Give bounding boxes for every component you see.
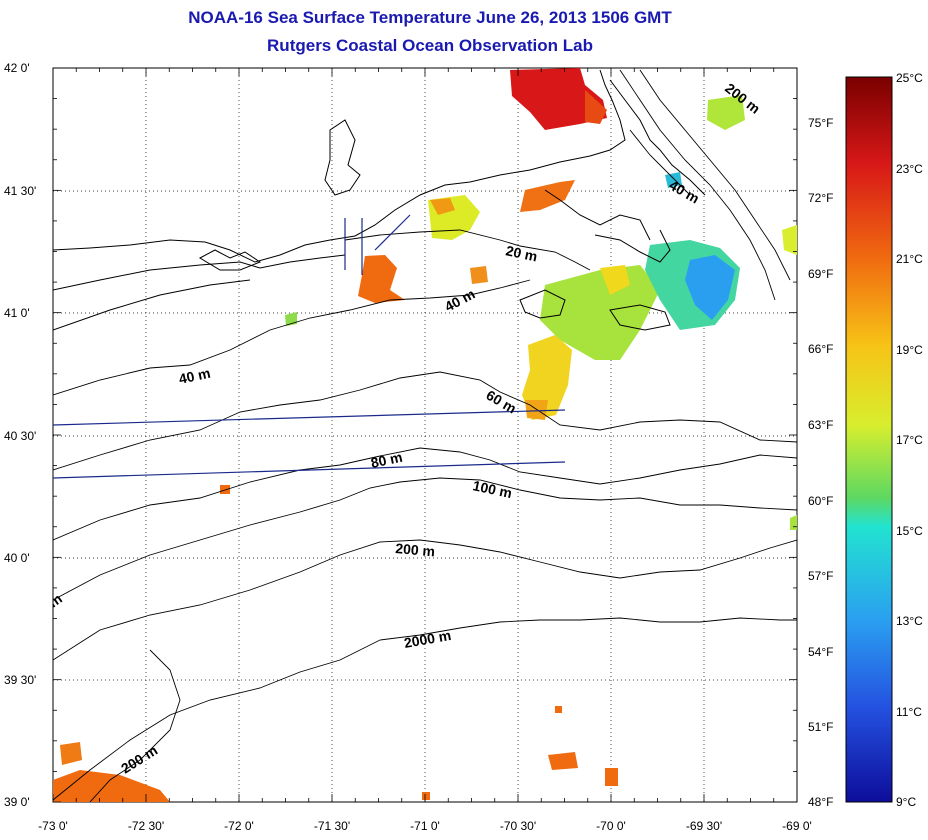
sst-patch-nantucket-warm bbox=[600, 265, 630, 295]
contour-100m bbox=[53, 477, 797, 601]
f-label-69: 69°F bbox=[808, 267, 833, 281]
sst-patches bbox=[53, 68, 797, 802]
contour-40m-ne bbox=[629, 129, 691, 196]
label-80m: 80 m bbox=[369, 449, 404, 471]
c-label-25: 25°C bbox=[896, 71, 923, 85]
sst-patch-south-2 bbox=[605, 768, 618, 786]
sst-patch-buzzards bbox=[520, 180, 575, 212]
x-tick-2: -72 0' bbox=[224, 819, 254, 833]
f-label-60: 60°F bbox=[808, 494, 833, 508]
sst-patch-cape-cod-bay bbox=[510, 68, 607, 130]
contour-40m bbox=[53, 279, 531, 396]
label-40m-2: 40 m bbox=[177, 365, 212, 387]
sst-patch-sw-corner-2 bbox=[60, 742, 82, 765]
contour-2000m bbox=[53, 617, 797, 801]
c-label-19: 19°C bbox=[896, 343, 923, 357]
y-tick-2: 40 0' bbox=[4, 551, 30, 565]
map-subtitle: Rutgers Coastal Ocean Observation Lab bbox=[267, 36, 593, 55]
y-tick-0: 39 0' bbox=[4, 795, 30, 809]
x-axis-labels: -73 0' -72 30' -72 0' -71 30' -71 0' -70… bbox=[38, 819, 812, 833]
c-label-15: 15°C bbox=[896, 524, 923, 538]
map-title: NOAA-16 Sea Surface Temperature June 26,… bbox=[188, 8, 672, 27]
contour-60m bbox=[53, 371, 797, 471]
contour-20m bbox=[344, 229, 591, 271]
c-label-23: 23°C bbox=[896, 162, 923, 176]
x-tick-1: -72 30' bbox=[128, 819, 164, 833]
sst-patch-shelf-1 bbox=[220, 485, 230, 494]
bathymetry-contours bbox=[53, 69, 797, 802]
coastline bbox=[53, 69, 706, 331]
sst-patch-cape-cod-bay-edge bbox=[585, 90, 607, 124]
colorbar bbox=[845, 76, 893, 803]
x-tick-6: -70 0' bbox=[596, 819, 626, 833]
f-label-75: 75°F bbox=[808, 116, 833, 130]
celsius-scale: 25°C 23°C 21°C 19°C 17°C 15°C 13°C 11°C … bbox=[896, 71, 923, 809]
f-label-66: 66°F bbox=[808, 342, 833, 356]
f-label-63: 63°F bbox=[808, 418, 833, 432]
y-axis-labels: 39 0' 39 30' 40 0' 40 30' 41 0' 41 30' 4… bbox=[4, 61, 36, 809]
sst-patch-shelf-2 bbox=[555, 706, 562, 713]
y-tick-4: 41 0' bbox=[4, 306, 30, 320]
sst-patch-cape-east bbox=[665, 172, 682, 188]
sst-patch-narragansett bbox=[358, 255, 405, 303]
map-frame bbox=[52, 67, 798, 803]
transect-lines bbox=[53, 214, 566, 479]
sst-patch-mass-bay bbox=[707, 95, 745, 130]
sst-patch-georges-cold bbox=[685, 255, 735, 320]
sst-patch-sw-corner bbox=[53, 770, 170, 802]
y-tick-5: 41 30' bbox=[4, 184, 36, 198]
y-tick-1: 39 30' bbox=[4, 673, 36, 687]
x-tick-3: -71 30' bbox=[314, 819, 350, 833]
fahrenheit-scale: 75°F 72°F 69°F 66°F 63°F 60°F 57°F 54°F … bbox=[808, 116, 833, 809]
sst-patch-south-1 bbox=[548, 752, 578, 770]
label-20m: 20 m bbox=[504, 242, 539, 264]
f-label-51: 51°F bbox=[808, 720, 833, 734]
x-tick-8: -69 0' bbox=[782, 819, 812, 833]
label-m-edge: m bbox=[46, 590, 65, 610]
frame-ticks bbox=[52, 67, 798, 803]
x-tick-7: -69 30' bbox=[686, 819, 722, 833]
sst-patch-far-east bbox=[782, 225, 797, 255]
y-tick-6: 42 0' bbox=[4, 61, 30, 75]
sst-patch-shelf-3 bbox=[422, 792, 430, 800]
f-label-57: 57°F bbox=[808, 569, 833, 583]
contour-200m bbox=[53, 539, 797, 661]
sst-patch-shelf-4 bbox=[790, 515, 797, 530]
c-label-17: 17°C bbox=[896, 433, 923, 447]
x-tick-4: -71 0' bbox=[410, 819, 440, 833]
y-tick-3: 40 30' bbox=[4, 429, 36, 443]
contour-200m-ne bbox=[619, 69, 776, 301]
c-label-21: 21°C bbox=[896, 252, 923, 266]
x-tick-5: -70 30' bbox=[500, 819, 536, 833]
sst-patch-south-shoals bbox=[522, 335, 572, 420]
sst-patch-ri-sound-orange bbox=[430, 198, 455, 215]
contour-80m bbox=[53, 447, 797, 541]
c-label-11: 11°C bbox=[896, 705, 922, 719]
f-label-48: 48°F bbox=[808, 795, 833, 809]
sst-patch-block-island bbox=[470, 266, 488, 284]
f-label-54: 54°F bbox=[808, 645, 833, 659]
label-200m-1: 200 m bbox=[395, 540, 436, 559]
x-tick-0: -73 0' bbox=[38, 819, 68, 833]
contour-200m-sw bbox=[89, 649, 181, 802]
c-label-9: 9°C bbox=[896, 795, 916, 809]
f-label-72: 72°F bbox=[808, 191, 833, 205]
contour-200m-ne-2 bbox=[639, 69, 791, 281]
c-label-13: 13°C bbox=[896, 614, 923, 628]
sst-patch-nantucket-yellow bbox=[540, 265, 660, 360]
